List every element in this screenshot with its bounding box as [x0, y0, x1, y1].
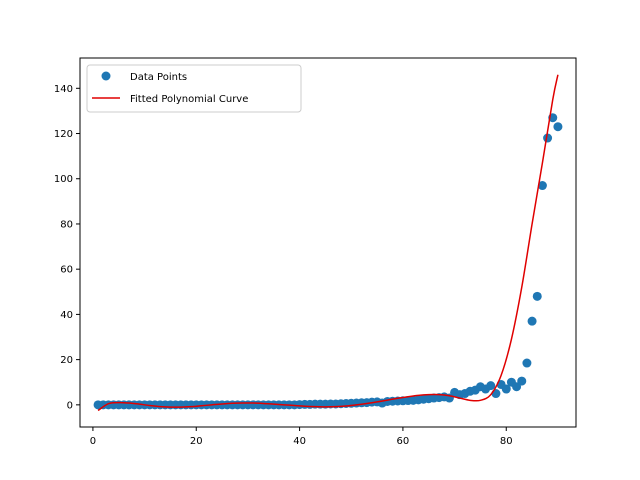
y-tick-label: 140: [54, 84, 73, 95]
fitted-curve-line: [97, 74, 559, 412]
fitted-curve-series: [97, 74, 559, 412]
x-tick-label: 40: [293, 436, 306, 447]
legend: Data Points Fitted Polynomial Curve: [86, 64, 302, 113]
axes-frame: [79, 57, 577, 428]
y-tick-label: 80: [60, 219, 73, 230]
data-point: [522, 358, 532, 368]
x-axis: 0 20 40 60 80: [90, 427, 513, 447]
x-tick-label: 0: [90, 436, 96, 447]
legend-marker-points: [101, 71, 111, 81]
legend-label-points: Data Points: [130, 72, 187, 83]
y-tick-label: 100: [54, 174, 73, 185]
legend-box: [86, 64, 302, 113]
x-tick-label: 60: [397, 436, 410, 447]
y-tick-label: 60: [60, 265, 73, 276]
y-tick-label: 40: [60, 310, 73, 321]
y-axis: 0 20 40 60 80 100 120 140: [54, 84, 80, 411]
data-point: [543, 133, 553, 143]
y-tick-label: 0: [67, 400, 73, 411]
y-tick-label: 120: [54, 129, 73, 140]
data-point: [501, 384, 511, 394]
legend-label-curve: Fitted Polynomial Curve: [130, 94, 248, 105]
data-point: [532, 291, 542, 301]
data-point: [517, 376, 527, 386]
data-point: [491, 389, 501, 399]
data-point: [527, 316, 537, 326]
x-tick-label: 20: [190, 436, 203, 447]
x-tick-label: 80: [500, 436, 513, 447]
data-point: [553, 122, 563, 132]
y-tick-label: 20: [60, 355, 73, 366]
data-point: [486, 381, 496, 391]
data-point: [537, 181, 547, 191]
